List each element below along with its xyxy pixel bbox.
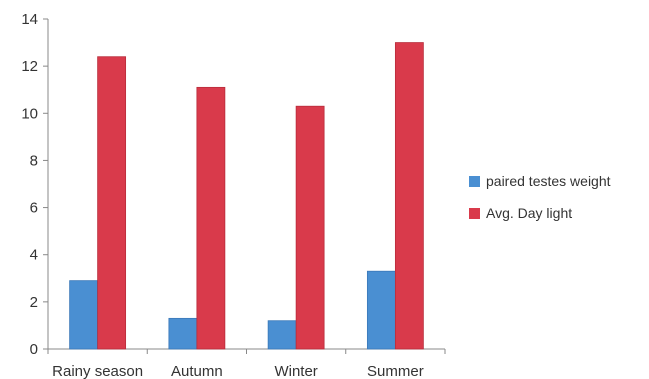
bar-avg-day-light-autumn xyxy=(196,86,226,350)
x-axis: Rainy season Autumn Winter Summer xyxy=(47,348,446,379)
x-tick-label: Autumn xyxy=(171,363,223,379)
y-tick-label: 8 xyxy=(30,152,38,169)
y-tick-label: 12 xyxy=(21,58,38,75)
legend-swatch xyxy=(469,208,480,219)
x-tick-label: Winter xyxy=(274,363,317,379)
bars xyxy=(69,42,424,350)
bar-avg-day-light-summer xyxy=(394,42,424,350)
y-tick-label: 6 xyxy=(30,200,38,217)
bar-paired-testes-weight-summer xyxy=(366,270,396,350)
y-tick-label: 14 xyxy=(21,11,38,28)
legend-swatch xyxy=(469,176,480,187)
bar-paired-testes-weight-winter xyxy=(267,320,297,350)
y-tick-label: 10 xyxy=(21,105,38,122)
y-tick-label: 0 xyxy=(30,341,38,358)
y-tick-label: 4 xyxy=(30,247,38,264)
bar-paired-testes-weight-rainy-season xyxy=(69,280,99,350)
legend-label: paired testes weight xyxy=(486,173,611,189)
legend-label: Avg. Day light xyxy=(486,205,572,221)
bar-avg-day-light-rainy-season xyxy=(97,56,127,350)
x-tick-label: Summer xyxy=(367,363,424,379)
bar-paired-testes-weight-autumn xyxy=(168,317,198,350)
y-tick-label: 2 xyxy=(30,294,38,311)
legend: paired testes weight Avg. Day light xyxy=(469,173,611,221)
bar-avg-day-light-winter xyxy=(295,105,325,350)
x-tick-label: Rainy season xyxy=(52,363,143,379)
y-axis: 0 2 4 6 8 10 12 14 xyxy=(21,11,49,358)
